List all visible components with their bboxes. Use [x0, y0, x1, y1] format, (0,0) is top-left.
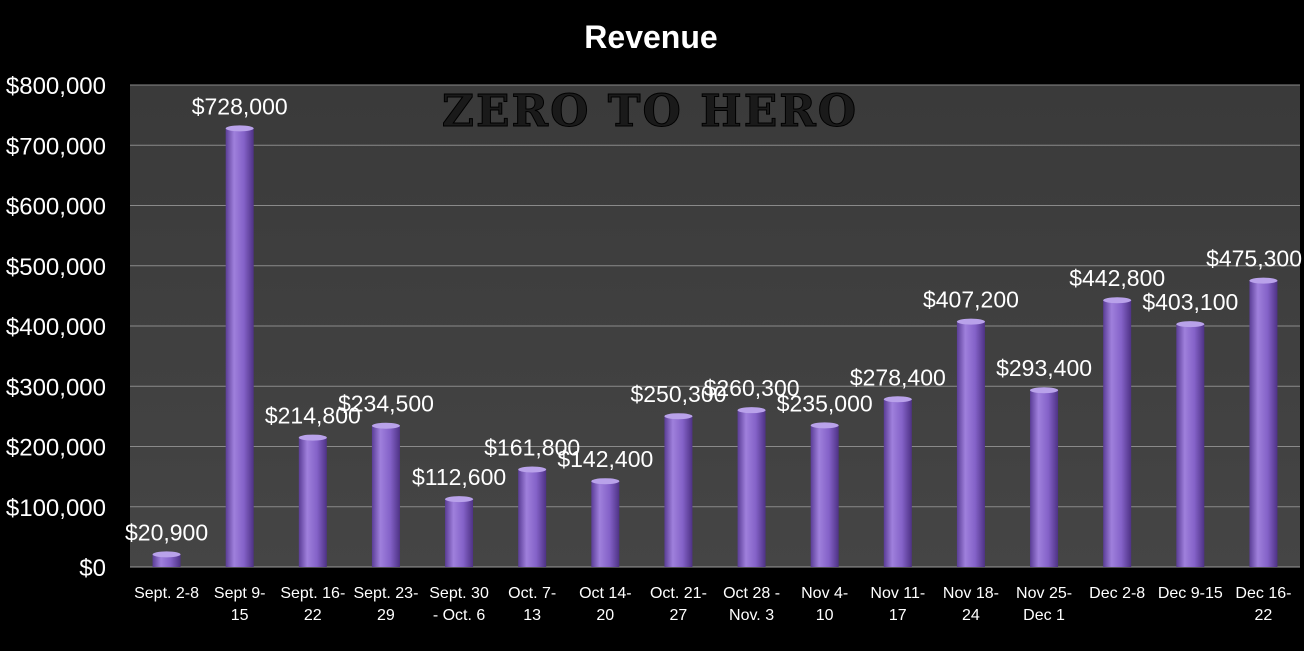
data-label: $728,000 — [192, 93, 288, 119]
data-label: $234,500 — [338, 391, 434, 417]
data-label: $442,800 — [1069, 265, 1165, 291]
bar-top — [371, 422, 400, 429]
watermark-text: ZERO TO HERO — [442, 86, 858, 137]
chart-title: Revenue — [584, 19, 717, 55]
x-tick-label: 13 — [523, 607, 541, 624]
bar-top — [737, 407, 766, 414]
data-label: $142,400 — [557, 446, 653, 472]
data-label: $235,000 — [777, 390, 873, 416]
bar — [1249, 280, 1278, 567]
x-tick-label: Sept. 30 — [429, 585, 489, 602]
bar — [1030, 390, 1059, 567]
data-label: $403,100 — [1142, 289, 1238, 315]
x-tick-label: Dec 16- — [1235, 585, 1291, 602]
x-tick-label: 29 — [377, 607, 395, 624]
x-tick-label: Sept. 2-8 — [134, 585, 199, 602]
bar — [591, 481, 620, 567]
x-tick-label: Dec 9-15 — [1158, 585, 1223, 602]
y-axis: $0 $100,000 $200,000 $300,000 $400,000 $500,0… — [6, 73, 106, 582]
x-tick-label: 15 — [231, 607, 249, 624]
bar-top — [1176, 321, 1205, 328]
x-tick-label: 10 — [816, 607, 834, 624]
y-tick-label: $100,000 — [6, 495, 106, 522]
data-label: $250,300 — [630, 381, 726, 407]
x-tick-label: Nov 4- — [801, 585, 848, 602]
data-label: $475,300 — [1206, 246, 1302, 272]
x-tick-label: Oct. 21- — [650, 585, 707, 602]
bar-top — [591, 478, 620, 485]
x-axis: Sept. 2-8 Sept 9- 15 Sept. 16- 22 Sept. 23- 29… — [134, 585, 1291, 624]
bar-top — [445, 496, 474, 503]
data-labels: $20,900 $728,000 $214,800$234,500 $112,600 $… — [125, 93, 1302, 545]
bar-top — [810, 422, 839, 429]
bar-top — [664, 413, 693, 420]
data-label: $161,800 — [484, 435, 580, 461]
x-tick-label: 17 — [889, 607, 907, 624]
y-tick-label: $200,000 — [6, 435, 106, 462]
bar-top — [1249, 277, 1278, 284]
y-tick-label: $700,000 — [6, 133, 106, 160]
x-tick-label: Sept 9- — [214, 585, 266, 602]
bar-top — [518, 466, 547, 473]
x-tick-label: Sept. 16- — [280, 585, 345, 602]
data-label: $407,200 — [923, 287, 1019, 313]
x-tick-label: Nov 18- — [943, 585, 999, 602]
y-tick-label: $600,000 — [6, 194, 106, 221]
bar-top — [152, 551, 181, 558]
x-tick-label: Sept. 23- — [353, 585, 418, 602]
bar — [1103, 300, 1132, 567]
y-tick-label: $500,000 — [6, 254, 106, 281]
x-tick-label: Nov. 3 — [729, 607, 774, 624]
bar-top — [883, 396, 912, 403]
bar — [664, 416, 693, 567]
data-label: $293,400 — [996, 355, 1092, 381]
x-tick-label: Dec 2-8 — [1089, 585, 1145, 602]
bar-top — [1103, 297, 1132, 304]
bar — [737, 410, 766, 567]
data-label: $278,400 — [850, 364, 946, 390]
x-tick-label: 22 — [1255, 607, 1273, 624]
bar-top — [956, 318, 985, 325]
x-tick-label: 24 — [962, 607, 980, 624]
y-tick-label: $800,000 — [6, 73, 106, 100]
bar — [518, 469, 547, 567]
bar — [1176, 324, 1205, 567]
x-tick-label: Nov 25- — [1016, 585, 1072, 602]
y-tick-label: $0 — [79, 555, 106, 582]
data-label: $20,900 — [125, 519, 208, 545]
x-tick-label: - Oct. 6 — [433, 607, 486, 624]
y-tick-label: $300,000 — [6, 374, 106, 401]
x-tick-label: Dec 1 — [1023, 607, 1065, 624]
x-tick-label: 27 — [670, 607, 688, 624]
y-tick-label: $400,000 — [6, 314, 106, 341]
bar-top — [298, 434, 327, 441]
x-tick-label: 20 — [596, 607, 614, 624]
bar — [883, 399, 912, 567]
bar — [298, 437, 327, 567]
x-tick-label: Oct. 7- — [508, 585, 556, 602]
bar-top — [1030, 387, 1059, 394]
bar — [371, 425, 400, 567]
data-label: $112,600 — [412, 464, 506, 490]
bars — [152, 125, 1278, 567]
bar — [956, 321, 985, 567]
bar — [445, 499, 474, 567]
data-label: $260,300 — [704, 375, 800, 401]
bar — [225, 128, 254, 567]
data-label: $214,800 — [265, 403, 361, 429]
bar — [152, 554, 181, 567]
bar-top — [225, 125, 254, 132]
x-tick-label: Nov 11- — [870, 585, 925, 602]
x-tick-label: Oct 28 - — [723, 585, 780, 602]
x-tick-label: Oct 14- — [579, 585, 631, 602]
bar — [810, 425, 839, 567]
x-tick-label: 22 — [304, 607, 322, 624]
